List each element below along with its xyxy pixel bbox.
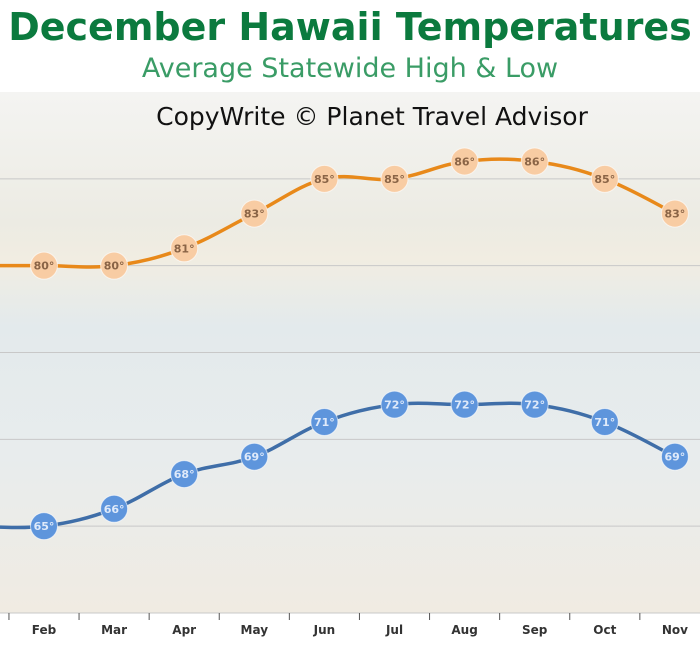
data-point: 71° xyxy=(590,407,619,436)
value-label: 85° xyxy=(314,173,335,186)
marker xyxy=(380,390,409,419)
x-tick-label: Jul xyxy=(385,623,403,637)
marker xyxy=(450,147,479,176)
marker xyxy=(590,407,619,436)
watermark: CopyWrite © Planet Travel Advisor xyxy=(156,102,588,131)
value-label: 80° xyxy=(104,260,125,273)
x-tick-label: May xyxy=(241,623,269,637)
marker xyxy=(520,390,549,419)
marker xyxy=(590,164,619,193)
data-point: 80° xyxy=(30,251,58,280)
data-point: 85° xyxy=(380,164,409,193)
x-tick-label: Oct xyxy=(593,623,616,637)
x-tick-label: Mar xyxy=(101,623,127,637)
marker xyxy=(660,199,689,228)
marker xyxy=(100,251,129,280)
x-tick-label: Feb xyxy=(32,623,57,637)
value-label: 69° xyxy=(244,451,265,464)
marker xyxy=(310,407,339,436)
value-label: 83° xyxy=(664,208,685,221)
marker xyxy=(30,251,58,280)
data-point: 83° xyxy=(660,199,689,228)
value-label: 85° xyxy=(594,173,615,186)
data-point: 71° xyxy=(310,407,339,436)
value-label: 65° xyxy=(34,520,55,533)
data-point: 66° xyxy=(100,494,129,523)
data-point: 65° xyxy=(30,512,58,541)
marker xyxy=(520,147,549,176)
data-point: 72° xyxy=(450,390,479,419)
marker xyxy=(240,442,269,471)
chart-title: December Hawaii Temperatures xyxy=(8,5,692,49)
data-point: 81° xyxy=(170,234,199,263)
value-label: 83° xyxy=(244,208,265,221)
data-point: 69° xyxy=(240,442,269,471)
value-label: 80° xyxy=(34,260,55,273)
data-point: 86° xyxy=(520,147,549,176)
value-label: 72° xyxy=(384,399,405,412)
value-label: 71° xyxy=(594,416,615,429)
data-point: 72° xyxy=(380,390,409,419)
x-tick-label: Aug xyxy=(451,623,477,637)
data-point: 72° xyxy=(520,390,549,419)
value-label: 68° xyxy=(174,468,195,481)
value-label: 72° xyxy=(524,399,545,412)
data-point: 85° xyxy=(590,164,619,193)
value-label: 85° xyxy=(384,173,405,186)
value-label: 86° xyxy=(524,155,545,168)
marker xyxy=(170,460,199,489)
marker xyxy=(660,442,689,471)
data-point: 85° xyxy=(310,164,339,193)
value-label: 86° xyxy=(454,155,475,168)
x-tick-label: Jun xyxy=(313,623,336,637)
chart-subtitle: Average Statewide High & Low xyxy=(142,53,558,84)
marker xyxy=(450,390,479,419)
data-point: 68° xyxy=(170,460,199,489)
data-point: 80° xyxy=(100,251,129,280)
marker xyxy=(380,164,409,193)
value-label: 66° xyxy=(104,503,125,516)
data-point: 83° xyxy=(240,199,269,228)
marker xyxy=(240,199,269,228)
x-tick-label: Nov xyxy=(662,623,688,637)
data-point: 69° xyxy=(660,442,689,471)
axis-band xyxy=(0,613,700,660)
marker xyxy=(310,164,339,193)
x-tick-label: Apr xyxy=(172,623,196,637)
marker xyxy=(170,234,199,263)
value-label: 69° xyxy=(664,451,685,464)
x-tick-label: Sep xyxy=(522,623,548,637)
marker xyxy=(100,494,129,523)
value-label: 81° xyxy=(174,242,195,255)
marker xyxy=(30,512,58,541)
data-point: 86° xyxy=(450,147,479,176)
value-label: 71° xyxy=(314,416,335,429)
value-label: 72° xyxy=(454,399,475,412)
